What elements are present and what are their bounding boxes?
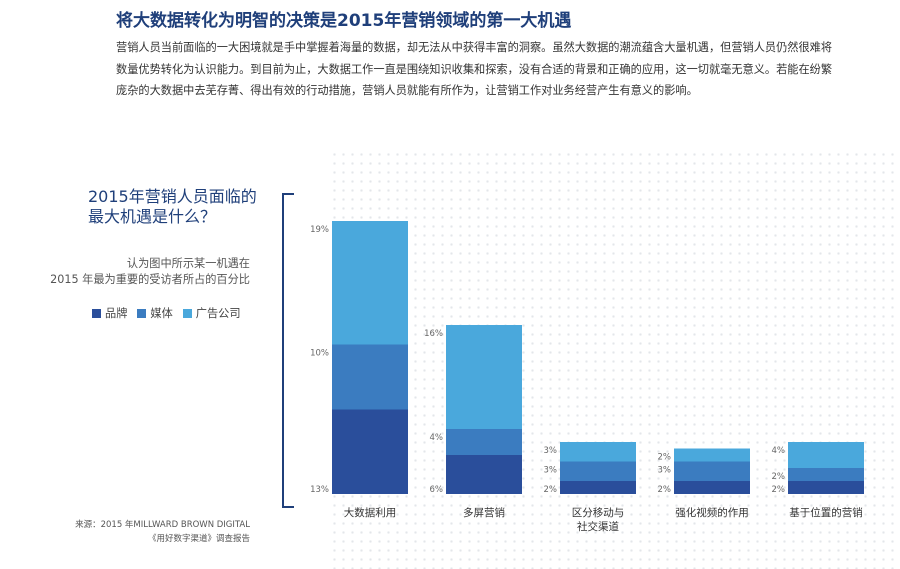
legend-swatch-agency [182,308,192,318]
source-note: 来源：2015 年MILLWARD BROWN DIGITAL 《用好数字渠道》… [60,518,250,546]
data-label-3-media: 3% [544,466,558,476]
category-label-3-line-2: 社交渠道 [577,520,619,533]
bar-2-brand [446,455,522,494]
bar-4-agency [674,448,750,462]
chart-description-line-1: 认为图中所示某一机遇在 [126,257,250,270]
data-label-4-agency: 2% [658,453,672,463]
legend-label-brand: 品牌 [105,307,128,320]
source-line-1: 来源：2015 年MILLWARD BROWN DIGITAL [75,520,250,530]
bar-1-brand [332,409,408,494]
intro-paragraph: 营销人员当前面临的一大困境就是手中掌握着海量的数据，却无法从中获得丰富的洞察。虽… [116,41,833,97]
chart-description: 认为图中所示某一机遇在 2015 年最为重要的受访者所占的百分比 [18,256,250,288]
bar-1-media [332,344,408,410]
legend-item-media: 媒体 [137,305,173,321]
data-label-1-agency: 19% [310,225,329,235]
dot-pattern-background [330,150,900,569]
data-label-1-media: 10% [310,349,329,359]
data-label-2-media: 4% [430,433,444,443]
data-label-5-brand: 2% [772,485,786,495]
category-label-4: 强化视频的作用 [675,506,749,519]
legend-item-agency: 广告公司 [182,305,241,321]
legend-swatch-media [137,308,147,318]
bar-1-agency [332,221,408,345]
legend-label-media: 媒体 [150,307,173,320]
bar-5-brand [788,481,864,494]
page-headline: 将大数据转化为明智的决策是2015年营销领域的第一大机遇 [116,11,572,31]
bar-4-media [674,461,750,481]
chart-title-line-2: 最大机遇是什么？ [88,207,217,226]
chart-legend: 品牌 媒体 广告公司 [92,305,241,321]
data-label-5-agency: 4% [772,446,786,456]
category-label-1: 大数据利用 [344,506,397,519]
data-label-4-brand: 2% [658,485,672,495]
data-label-3-brand: 2% [544,485,558,495]
bar-5-agency [788,442,864,468]
bar-3-media [560,461,636,481]
chart-title: 2015年营销人员面临的 最大机遇是什么？ [88,187,278,227]
data-label-5-media: 2% [772,472,786,482]
bar-4-brand [674,481,750,494]
legend-swatch-brand [92,308,101,318]
data-label-4-media: 3% [658,466,672,476]
category-label-2: 多屏营销 [463,506,505,519]
title-bracket [282,193,294,508]
bar-3-agency [560,442,636,462]
data-label-2-brand: 6% [430,485,444,495]
data-label-2-agency: 16% [424,329,443,339]
chart-description-line-2: 2015 年最为重要的受访者所占的百分比 [50,273,250,286]
category-label-3: 区分移动与 [572,506,625,519]
bar-3-brand [560,481,636,494]
bar-5-media [788,468,864,481]
data-label-1-brand: 13% [310,485,329,495]
bar-2-media [446,429,522,455]
bar-2-agency [446,325,522,429]
legend-label-agency: 广告公司 [195,307,241,320]
legend-item-brand: 品牌 [92,305,127,321]
data-label-3-agency: 3% [544,446,558,456]
category-label-5: 基于位置的营销 [789,506,863,519]
chart-title-line-1: 2015年营销人员面临的 [88,187,257,206]
source-line-2: 《用好数字渠道》调查报告 [147,534,250,544]
